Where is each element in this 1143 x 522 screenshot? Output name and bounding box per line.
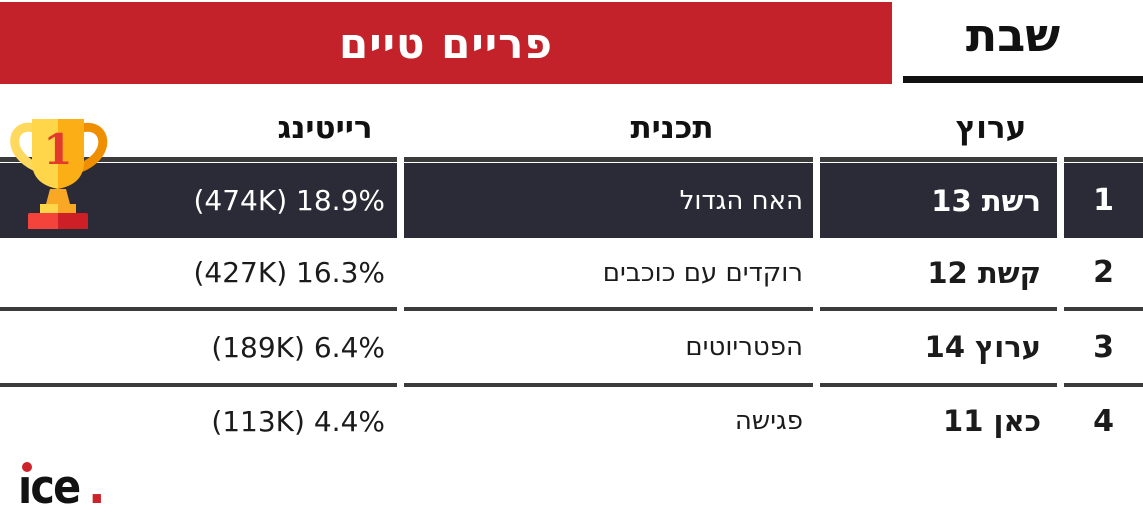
title-banner: פריים טיים (0, 2, 892, 84)
rating-cell: (427K) 16.3% (193, 256, 385, 289)
rank-cell: 2 (1093, 255, 1114, 290)
day-underline (903, 76, 1143, 83)
row-separator (820, 383, 1057, 387)
program-cell: האח הגדול (679, 185, 803, 216)
trophy-icon: 1 (10, 119, 108, 229)
rank-cell: 4 (1093, 403, 1114, 439)
header-underline (404, 157, 813, 162)
rating-cell: (113K) 4.4% (211, 404, 385, 438)
svg-text:1: 1 (43, 125, 72, 174)
program-cell: רוקדים עם כוכבים (602, 257, 803, 288)
row-separator (1064, 307, 1143, 311)
winner-row-highlight (1064, 163, 1143, 238)
channel-cell: רשת 13 (931, 183, 1041, 218)
column-header-channel: ערוץ (955, 110, 1027, 146)
ice-logo-period: . (87, 460, 106, 515)
winner-row-highlight (404, 163, 813, 238)
channel-cell: כאן 11 (943, 404, 1041, 438)
ice-logo-dot-icon (22, 462, 32, 472)
ice-logo: ıce. (18, 460, 106, 515)
rank-cell: 1 (1093, 183, 1114, 218)
header-underline (1064, 157, 1143, 162)
page-title: פריים טיים (338, 18, 553, 68)
row-separator (404, 383, 813, 387)
channel-cell: ערוץ 14 (924, 330, 1041, 364)
channel-cell: קשת 12 (927, 255, 1041, 290)
row-separator (0, 383, 397, 387)
row-separator (1064, 383, 1143, 387)
rating-cell: (474K) 18.9% (193, 184, 385, 217)
column-header-rating: רייטינג (277, 110, 373, 146)
row-separator (404, 307, 813, 311)
winner-row-highlight (820, 163, 1057, 238)
day-label: שבת (965, 8, 1061, 62)
program-cell: הפטריוטים (685, 332, 803, 362)
row-separator (0, 307, 397, 311)
rating-cell: (189K) 6.4% (211, 330, 385, 364)
program-cell: פגישה (734, 406, 803, 436)
header-underline (0, 157, 397, 162)
header-underline (820, 157, 1057, 162)
column-header-program: תכנית (630, 110, 714, 146)
row-separator (820, 307, 1057, 311)
rank-cell: 3 (1093, 329, 1114, 365)
